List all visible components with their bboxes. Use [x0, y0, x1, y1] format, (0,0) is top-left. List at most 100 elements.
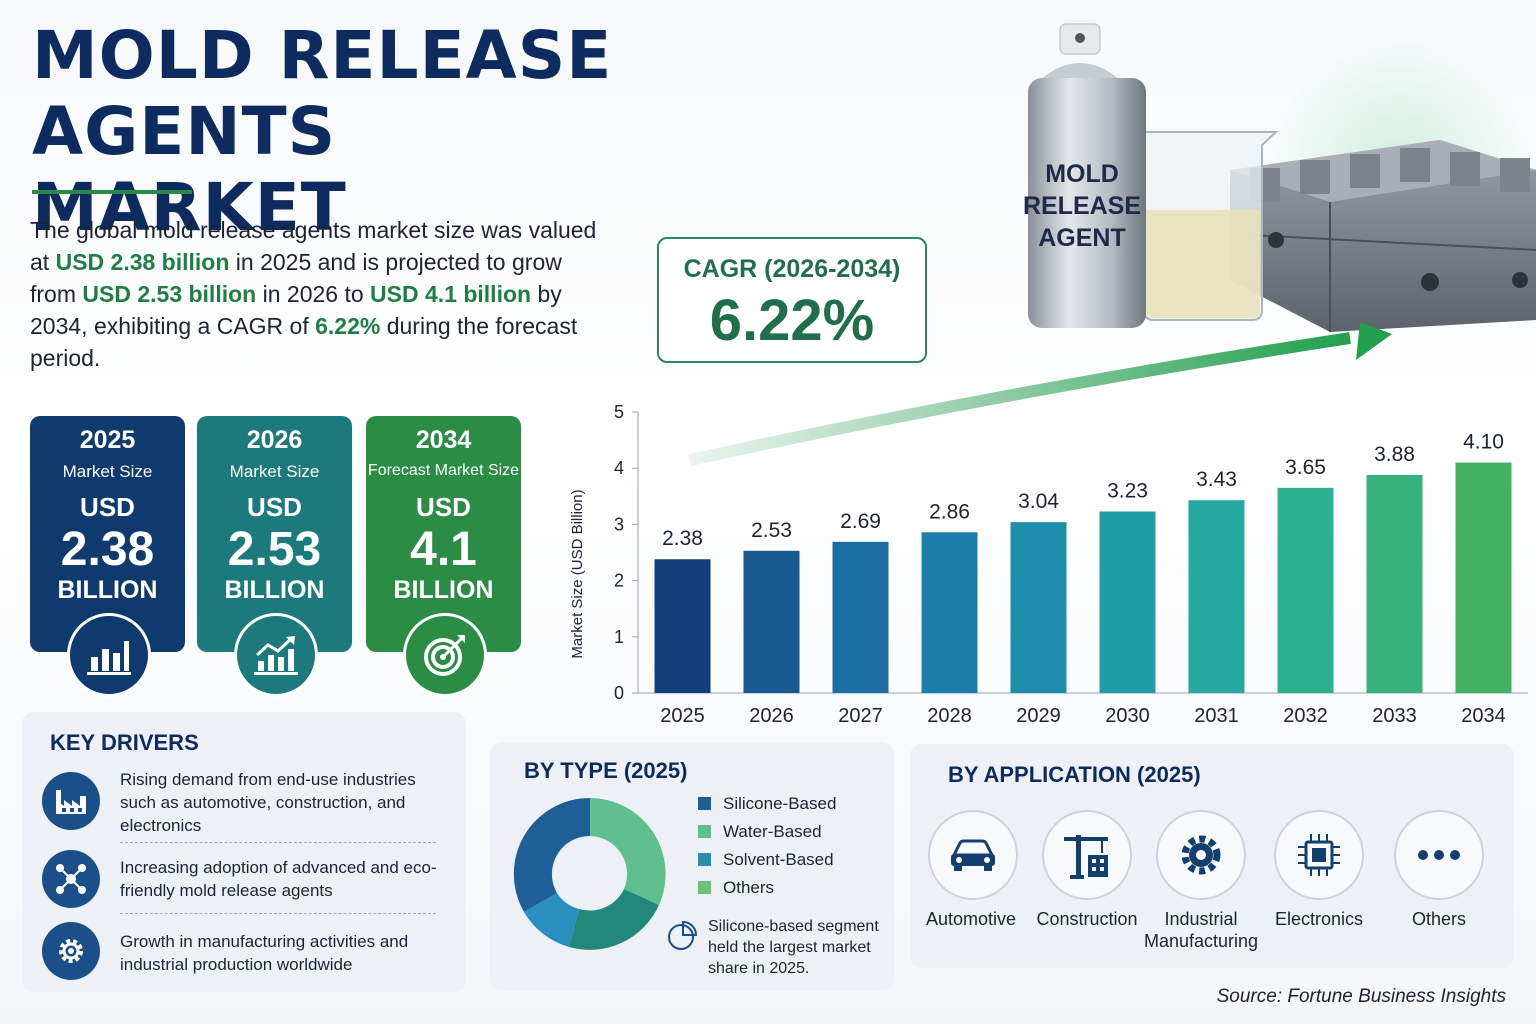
bar-value-label: 2.38 [662, 527, 703, 550]
intro-text-5: during the forecast period. [30, 313, 578, 371]
bar-value-label: 4.10 [1463, 431, 1504, 454]
card-currency: USD [416, 492, 471, 522]
x-tick-label: 2027 [838, 705, 883, 727]
bar-2033 [1366, 474, 1423, 693]
intro-highlight-2025: USD 2.38 billion [55, 249, 230, 275]
x-tick-label: 2033 [1372, 705, 1417, 727]
stat-card-2025: 2025 Market Size USD 2.38 BILLION [30, 416, 185, 652]
growth-chart-icon [234, 613, 318, 697]
target-icon [403, 613, 487, 697]
beaker [1143, 131, 1279, 321]
market-size-bar-chart: 0 1 2 3 4 5 2.38 2025 2.53 2026 2.69 2027 2.86 2028 3… [569, 322, 1528, 727]
by-application-heading: BY APPLICATION (2025) [948, 762, 1201, 787]
source-citation: Source: Fortune Business Insights [1216, 986, 1506, 1007]
legend-water-based: Water-Based [698, 822, 822, 842]
x-tick-label: 2028 [927, 705, 972, 727]
bar-value-label: 3.88 [1374, 443, 1415, 466]
divider [120, 842, 436, 843]
product-illustration: MOLD RELEASE AGENT [1023, 23, 1536, 332]
x-tick-label: 2025 [660, 705, 705, 727]
bar-2032 [1277, 487, 1334, 693]
bar-2029 [1010, 522, 1067, 693]
bar-2030 [1099, 511, 1156, 693]
legend-silicone-based: Silicone-Based [698, 794, 836, 814]
legend-solvent-based: Solvent-Based [698, 850, 834, 870]
bar-value-label: 3.65 [1285, 456, 1326, 479]
x-tick-label: 2034 [1461, 705, 1506, 727]
bar-value-label: 2.53 [751, 519, 792, 542]
key-drivers-panel: KEY DRIVERS Rising demand from end-use i… [22, 712, 466, 992]
card-value: 2.38 [60, 523, 155, 576]
cagr-value: 6.22% [709, 288, 875, 353]
card-value: 4.1 [410, 523, 477, 576]
stat-card-2034: 2034 Forecast Market Size USD 4.1 BILLIO… [366, 416, 521, 652]
y-tick-label: 3 [614, 514, 624, 534]
application-label-electronics: Electronics [1274, 909, 1364, 929]
intro-paragraph: The global mold release agents market si… [30, 214, 600, 374]
card-currency: USD [80, 492, 135, 522]
intro-text-2: in 2025 and is projected to grow from [30, 249, 562, 307]
card-label: Market Size [62, 462, 153, 481]
x-tick-label: 2026 [749, 705, 794, 727]
more-dots-icon [1394, 810, 1484, 900]
page-title: MOLD RELEASE AGENTS MARKET [32, 18, 912, 246]
application-label-industrial-manufacturing: Industrial Manufacturing [1143, 909, 1259, 951]
by-type-heading: BY TYPE (2025) [524, 758, 688, 783]
can-label-line-1: MOLD [1045, 160, 1119, 188]
chip-icon [1274, 810, 1364, 900]
application-label-automotive: Automotive [925, 909, 1017, 929]
intro-highlight-2026: USD 2.53 billion [82, 281, 257, 307]
gear-icon [42, 922, 100, 980]
factory-icon [42, 772, 100, 830]
bar-value-label: 3.04 [1018, 490, 1059, 513]
card-year: 2025 [79, 426, 136, 454]
card-year: 2034 [415, 426, 472, 454]
gear-icon [1156, 810, 1246, 900]
type-note: Silicone-based segment held the largest … [708, 918, 879, 977]
can-label-line-3: AGENT [1038, 224, 1126, 252]
type-donut-chart [513, 797, 666, 950]
key-drivers-heading: KEY DRIVERS [50, 730, 199, 755]
bar-2028 [921, 532, 978, 693]
card-value: 2.53 [227, 523, 322, 576]
pie-chart-icon [668, 920, 698, 950]
intro-text-3: in 2026 to [256, 281, 371, 307]
bar-2031 [1188, 500, 1245, 693]
driver-text-1: Rising demand from end-use industries su… [120, 770, 416, 835]
intro-highlight-2034: USD 4.1 billion [370, 281, 532, 307]
molecule-icon [42, 850, 100, 908]
trend-arrow [688, 322, 1392, 466]
driver-text-2: Increasing adoption of advanced and eco-… [120, 858, 437, 900]
x-tick-label: 2030 [1105, 705, 1150, 727]
by-application-panel: BY APPLICATION (2025) Automotive Constru… [910, 744, 1514, 968]
car-icon [928, 810, 1018, 900]
card-unit: BILLION [57, 576, 158, 604]
bar-2026 [743, 550, 800, 693]
application-label-construction: Construction [1036, 909, 1138, 929]
spray-can: MOLD RELEASE AGENT [1023, 23, 1146, 328]
y-tick-label: 2 [614, 571, 624, 591]
y-tick-label: 0 [614, 683, 624, 703]
donut-segment-water-based [590, 798, 666, 905]
mold-block [1230, 140, 1536, 332]
cagr-box: CAGR (2026-2034) 6.22% [657, 237, 927, 363]
bar-2025 [654, 559, 711, 693]
application-label-others: Others [1411, 909, 1467, 929]
stat-card-2026: 2026 Market Size USD 2.53 BILLION [197, 416, 352, 652]
title-line-1: MOLD RELEASE AGENTS [32, 17, 613, 170]
bar-2027 [832, 541, 889, 693]
x-tick-label: 2032 [1283, 705, 1328, 727]
card-year: 2026 [246, 426, 303, 454]
intro-text-1: The global mold release agents market si… [30, 217, 597, 275]
x-tick-label: 2031 [1194, 705, 1239, 727]
x-tick-label: 2029 [1016, 705, 1061, 727]
crane-icon [1042, 810, 1132, 900]
intro-highlight-cagr: 6.22% [315, 313, 381, 339]
donut-segment-others [569, 889, 659, 950]
title-line-2: MARKET [32, 169, 347, 246]
by-type-panel: BY TYPE (2025) Silicone-Based Water-Base… [490, 742, 894, 990]
bar-chart-icon [67, 613, 151, 697]
card-label: Forecast Market Size [367, 462, 520, 479]
bar-value-label: 3.23 [1107, 479, 1148, 502]
bar-2034 [1455, 462, 1512, 693]
